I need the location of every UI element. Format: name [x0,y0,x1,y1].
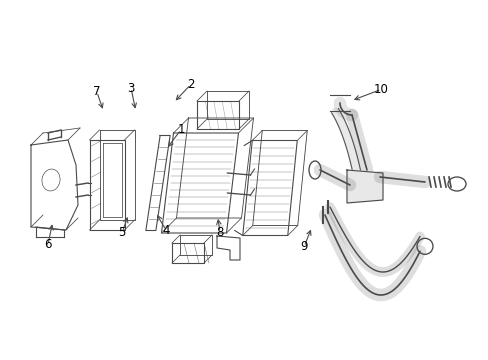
Text: 8: 8 [216,226,224,239]
Text: 7: 7 [93,85,101,98]
Polygon shape [346,170,382,203]
Text: 1: 1 [177,123,184,136]
Text: 3: 3 [127,82,135,95]
Text: 4: 4 [162,224,170,237]
Text: 5: 5 [118,226,126,239]
Text: 6: 6 [44,238,52,251]
Text: 9: 9 [300,240,307,253]
Text: 10: 10 [373,83,388,96]
Text: 2: 2 [186,78,194,91]
